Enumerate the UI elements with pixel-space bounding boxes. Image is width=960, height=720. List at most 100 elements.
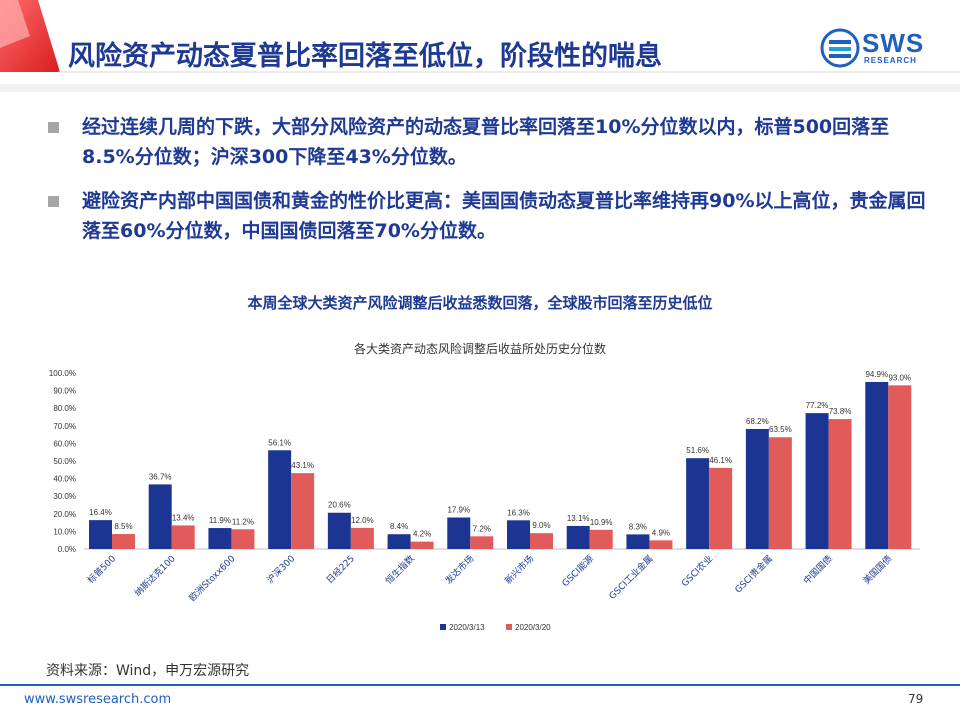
legend-label: 2020/3/13	[449, 623, 485, 632]
y-tick-label: 80.0%	[53, 404, 76, 413]
bar	[171, 525, 195, 549]
data-label: 43.1%	[291, 461, 314, 470]
data-label: 4.2%	[413, 530, 431, 539]
bullet-square-icon	[48, 196, 59, 207]
legend-swatch	[506, 624, 512, 630]
logo-subtext: RESEARCH	[864, 56, 917, 65]
data-label: 51.6%	[686, 446, 709, 455]
legend-label: 2020/3/20	[515, 623, 551, 632]
category-label: 发达市场	[442, 553, 476, 587]
bullet-square-icon	[48, 122, 59, 133]
data-label: 46.1%	[709, 456, 732, 465]
y-tick-label: 60.0%	[53, 439, 76, 448]
category-label: 欧洲Stoxx600	[186, 552, 237, 603]
bullet-text: 经过连续几周的下跌，大部分风险资产的动态夏普比率回落至10%分位数以内，标普50…	[82, 116, 890, 168]
bar	[350, 527, 374, 549]
chart-title: 各大类资产动态风险调整后收益所处历史分位数	[353, 342, 606, 356]
bar	[768, 437, 792, 549]
data-label: 9.0%	[532, 521, 550, 530]
data-label: 7.2%	[473, 524, 491, 533]
data-label: 8.3%	[629, 522, 647, 531]
bar	[865, 381, 889, 549]
data-label: 16.4%	[89, 508, 112, 517]
data-label: 13.1%	[567, 514, 590, 523]
source-note: 资料来源：Wind，申万宏源研究	[46, 663, 250, 679]
data-label: 73.8%	[829, 407, 852, 416]
bar	[566, 525, 590, 549]
data-label: 11.9%	[209, 516, 231, 525]
data-label: 4.9%	[652, 528, 670, 537]
category-label: 美国国债	[860, 553, 894, 587]
bar	[327, 512, 351, 549]
bar-chart: 0.0% 10.0% 20.0% 30.0% 40.0% 50.0% 60.0% 70.0% 8…	[49, 369, 920, 632]
bar	[410, 541, 434, 549]
y-tick-label: 40.0%	[53, 475, 76, 484]
bar	[686, 458, 710, 549]
y-tick-label: 100.0%	[49, 369, 76, 378]
bullet-text: 避险资产内部中国国债和黄金的性价比更高：美国国债动态夏普比率维持再90%以上高位…	[82, 190, 926, 242]
bar	[805, 413, 829, 549]
data-label: 36.7%	[149, 472, 172, 481]
logo-mark-icon	[820, 28, 860, 68]
y-tick-label: 70.0%	[53, 422, 76, 431]
category-label: 新兴市场	[502, 553, 536, 587]
data-label: 77.2%	[806, 401, 829, 410]
header-decoration	[0, 0, 960, 92]
page-title: 风险资产动态夏普比率回落至低位，阶段性的喘息	[68, 41, 662, 72]
bullet-item: 避险资产内部中国国债和黄金的性价比更高：美国国债动态夏普比率维持再90%以上高位…	[48, 186, 938, 246]
data-label: 12.0%	[351, 516, 374, 525]
data-label: 10.9%	[590, 518, 613, 527]
category-label: GSCI贵金属	[732, 553, 775, 596]
data-label: 8.4%	[390, 522, 408, 531]
data-label: 94.9%	[865, 370, 888, 379]
bar	[709, 467, 733, 549]
bar	[291, 473, 315, 549]
data-label: 20.6%	[328, 501, 351, 510]
category-label: 恒生指数	[383, 553, 417, 587]
bullet-list: 经过连续几周的下跌，大部分风险资产的动态夏普比率回落至10%分位数以内，标普50…	[48, 112, 938, 260]
category-label: GSCI工业金属	[606, 553, 655, 602]
chart-heading: 本周全球大类资产风险调整后收益悉数回落，全球股市回落至历史低位	[247, 294, 713, 312]
category-label: 标普500	[85, 552, 119, 586]
legend-swatch	[440, 624, 446, 630]
bar	[208, 528, 232, 549]
category-label: GSCI能源	[559, 553, 596, 590]
header: 风险资产动态夏普比率回落至低位，阶段性的喘息 SWS RESEARCH	[0, 0, 960, 92]
bar	[268, 450, 292, 549]
data-label: 68.2%	[746, 417, 769, 426]
bar	[530, 533, 553, 549]
data-label: 93.0%	[888, 373, 911, 382]
bar	[589, 529, 613, 549]
footer-divider	[0, 684, 960, 686]
logo-text: SWS	[862, 28, 925, 58]
data-label: 63.5%	[769, 425, 792, 434]
bar	[112, 534, 135, 549]
bar	[828, 419, 852, 549]
bullet-item: 经过连续几周的下跌，大部分风险资产的动态夏普比率回落至10%分位数以内，标普50…	[48, 112, 938, 172]
sws-logo: SWS RESEARCH	[820, 26, 940, 70]
y-tick-label: 30.0%	[53, 492, 76, 501]
bar	[888, 385, 912, 549]
data-label: 11.2%	[232, 517, 254, 526]
y-tick-label: 20.0%	[53, 510, 76, 519]
bar	[745, 428, 769, 549]
category-label: GSCI农业	[679, 553, 716, 590]
y-tick-label: 50.0%	[53, 457, 76, 466]
y-tick-label: 0.0%	[58, 545, 76, 554]
bar	[89, 520, 112, 549]
bar	[626, 534, 650, 549]
data-label: 16.3%	[507, 508, 530, 517]
data-label: 17.9%	[447, 505, 470, 514]
category-label: 中国国债	[801, 553, 835, 587]
data-label: 8.5%	[114, 522, 132, 531]
bar	[387, 534, 411, 549]
footer-url[interactable]: www.swsresearch.com	[24, 692, 172, 707]
page-number: 79	[908, 692, 924, 706]
bar	[231, 529, 255, 549]
data-label: 56.1%	[268, 438, 291, 447]
bar	[649, 540, 673, 549]
bar	[447, 517, 471, 549]
bar	[507, 520, 530, 549]
y-tick-label: 10.0%	[53, 527, 76, 536]
bar	[470, 536, 494, 549]
